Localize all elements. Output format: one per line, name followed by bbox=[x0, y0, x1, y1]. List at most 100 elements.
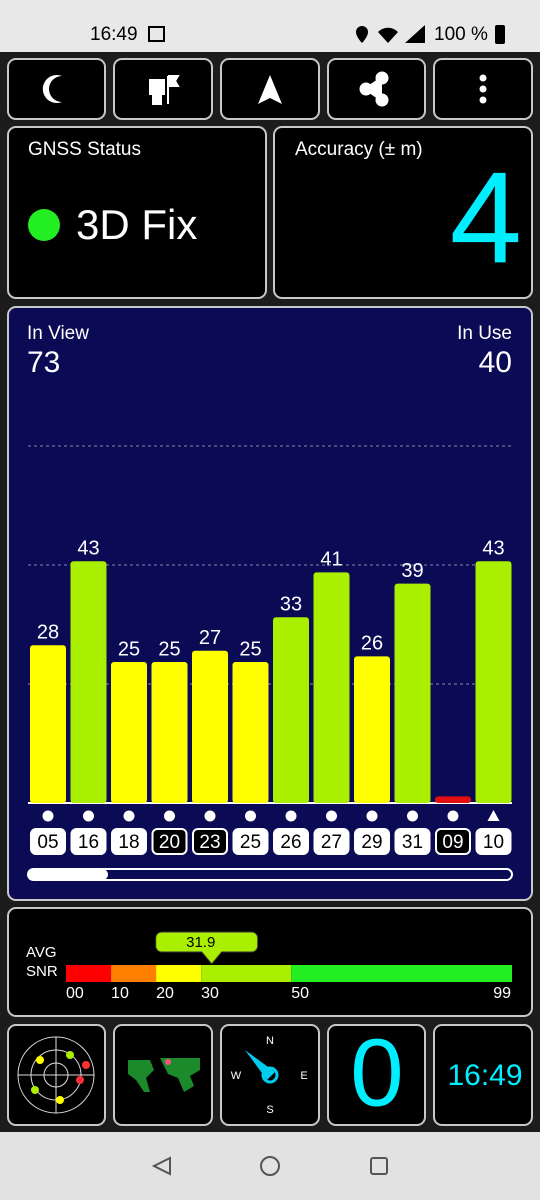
snr-band bbox=[111, 965, 157, 982]
clock-tile[interactable] bbox=[433, 1024, 533, 1126]
signal-icon bbox=[405, 25, 425, 43]
in-use-label: In Use bbox=[457, 323, 512, 344]
compass-e: E bbox=[300, 1070, 307, 1082]
prn-box bbox=[394, 828, 431, 855]
prn-label: 18 bbox=[118, 832, 139, 853]
radar-icon bbox=[17, 1036, 95, 1114]
prn-label: 20 bbox=[159, 832, 180, 853]
back-button[interactable] bbox=[151, 1156, 171, 1176]
navigate-icon bbox=[258, 75, 282, 104]
gnss-status-panel bbox=[7, 126, 267, 299]
accuracy-panel bbox=[273, 126, 533, 299]
snr-tick-label: 99 bbox=[493, 985, 511, 1002]
radar-sats bbox=[31, 1051, 90, 1104]
recents-button[interactable] bbox=[370, 1157, 388, 1175]
signal-marker bbox=[326, 810, 337, 822]
signal-marker bbox=[123, 810, 135, 822]
battery-text: 100 % bbox=[434, 24, 488, 45]
signal-marker bbox=[83, 810, 94, 822]
status-bar bbox=[0, 0, 540, 52]
signal-marker bbox=[447, 810, 459, 822]
signal-marker bbox=[164, 810, 175, 822]
bar bbox=[273, 617, 309, 803]
in-use-count: 40 bbox=[479, 346, 512, 379]
prn-label: 27 bbox=[321, 832, 342, 853]
bar bbox=[30, 645, 66, 803]
prn-label: 09 bbox=[442, 832, 463, 853]
bar bbox=[313, 572, 350, 803]
compass-n: N bbox=[266, 1035, 274, 1047]
bar bbox=[232, 662, 269, 803]
battery-icon bbox=[495, 25, 505, 44]
gnss-status-title: GNSS Status bbox=[28, 139, 141, 160]
bar bbox=[151, 662, 188, 803]
speed-tile[interactable] bbox=[327, 1024, 426, 1126]
accuracy-value: 4 bbox=[450, 144, 522, 290]
bar-label: 43 bbox=[77, 537, 99, 559]
bar-label: 25 bbox=[118, 638, 140, 660]
snr-tick-label: 30 bbox=[201, 985, 219, 1002]
signal-marker bbox=[204, 810, 216, 822]
signal-marker bbox=[245, 810, 256, 822]
bar-label: 33 bbox=[280, 593, 302, 615]
snr-band bbox=[291, 965, 512, 982]
bar-label: 28 bbox=[37, 621, 59, 643]
signal-marker bbox=[407, 810, 418, 822]
prn-box bbox=[313, 828, 350, 855]
share-icon bbox=[359, 71, 389, 107]
accuracy-title: Accuracy (± m) bbox=[295, 139, 423, 160]
compass-w: W bbox=[231, 1070, 242, 1082]
wifi-icon bbox=[378, 27, 398, 43]
prn-label: 31 bbox=[402, 832, 423, 853]
in-use-marker bbox=[487, 810, 500, 821]
map-tile[interactable] bbox=[113, 1024, 213, 1126]
in-view-count: 73 bbox=[27, 346, 60, 379]
bar-label: 26 bbox=[361, 633, 383, 655]
bottom-tiles: N E S W 0 16:49 bbox=[7, 1019, 533, 1126]
prn-label: 26 bbox=[280, 832, 301, 853]
speed-value: 0 bbox=[350, 1019, 403, 1126]
snr-panel bbox=[7, 907, 533, 1017]
snr-tick-label: 20 bbox=[156, 985, 174, 1002]
signal-marker bbox=[366, 810, 378, 822]
prn-label: 29 bbox=[361, 832, 382, 853]
map-position bbox=[165, 1059, 171, 1065]
bar bbox=[70, 561, 107, 803]
toolbar bbox=[7, 58, 533, 120]
prn-box bbox=[192, 828, 228, 855]
prn-box bbox=[354, 828, 390, 855]
prn-box bbox=[435, 828, 471, 855]
night-button[interactable] bbox=[7, 58, 106, 120]
bar-label: 41 bbox=[320, 549, 342, 571]
compass-s: S bbox=[266, 1104, 273, 1116]
prn-box bbox=[30, 828, 66, 855]
snr-label: AVG bbox=[26, 944, 57, 961]
snr-band bbox=[201, 965, 292, 982]
bar-label: 25 bbox=[239, 638, 261, 660]
snr-tick-label: 00 bbox=[66, 985, 84, 1002]
scrollbar-thumb[interactable] bbox=[28, 869, 108, 880]
avg-bubble bbox=[155, 931, 259, 965]
prn-label: 10 bbox=[483, 832, 504, 853]
nav-bar bbox=[0, 1132, 540, 1200]
snr-tick-label: 10 bbox=[111, 985, 129, 1002]
fix-status: 3D Fix bbox=[76, 201, 197, 248]
menu-icon bbox=[479, 74, 487, 104]
moon-icon bbox=[42, 75, 62, 103]
prn-box bbox=[70, 828, 107, 855]
home-button[interactable] bbox=[260, 1156, 280, 1176]
bar-label: 27 bbox=[199, 627, 221, 649]
signal-marker bbox=[285, 810, 297, 822]
world-map bbox=[128, 1058, 200, 1092]
prn-box bbox=[273, 828, 309, 855]
location-icon bbox=[356, 26, 368, 43]
prn-label: 05 bbox=[37, 832, 58, 853]
snr-band bbox=[156, 965, 202, 982]
clock-value: 16:49 bbox=[447, 1059, 522, 1092]
in-view-label: In View bbox=[27, 323, 89, 344]
bar-label: 43 bbox=[482, 537, 504, 559]
prn-box bbox=[475, 828, 512, 855]
compass-hub bbox=[261, 1066, 279, 1084]
